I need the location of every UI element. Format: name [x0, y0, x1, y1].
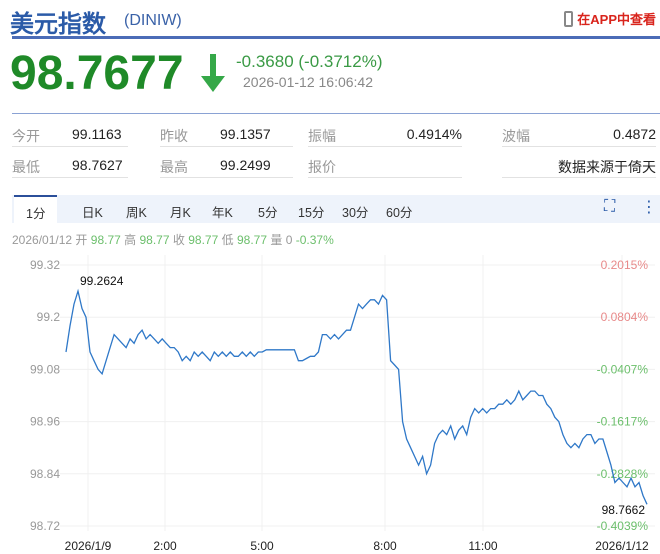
arrow-down-icon — [201, 54, 225, 92]
tab-5分[interactable]: 5分 — [258, 206, 278, 220]
stat-underline — [160, 177, 293, 178]
x-tick-label: 8:00 — [373, 539, 397, 553]
info-pct: -0.37% — [295, 233, 334, 247]
stat-label: 报价 — [308, 159, 336, 175]
stat-value: 99.1357 — [220, 126, 271, 142]
last-annotation: 98.7662 — [602, 503, 646, 517]
x-tick-label: 11:00 — [468, 539, 497, 553]
info-vol: 0 — [285, 233, 293, 247]
stat-value: 99.2499 — [220, 157, 271, 173]
stat-value: 数据来源于倚天 — [558, 159, 656, 175]
stat-label: 振幅 — [308, 128, 336, 144]
tab-1分[interactable]: 1分 — [14, 195, 58, 223]
stat-underline — [12, 146, 128, 147]
open-in-app-label: 在APP中查看 — [577, 12, 656, 27]
stat-underline — [502, 146, 656, 147]
tab-15分[interactable]: 15分 — [298, 206, 325, 220]
info-low-label: 低 — [221, 233, 234, 247]
x-tick-label: 5:00 — [250, 539, 274, 553]
stat-underline — [160, 146, 293, 147]
price-chart[interactable]: 2026/1/9 2:00 5:00 8:00 11:00 2026/1/12 99.32 0… — [0, 250, 660, 554]
info-close-label: 收 — [172, 233, 185, 247]
y-tick-label-right: -0.1617% — [597, 415, 649, 429]
tab-60分[interactable]: 60分 — [386, 206, 413, 220]
x-tick-label: 2026/1/9 — [65, 539, 112, 553]
tab-月K[interactable]: 月K — [170, 206, 191, 220]
y-tick-label: 99.32 — [30, 258, 60, 272]
x-tick-label: 2026/1/12 — [595, 539, 649, 553]
stat-label: 最高 — [160, 159, 188, 175]
stats-row: 最低 98.7627 最高 99.2499 报价 数据来源于倚天 — [0, 149, 660, 179]
stat-value: 0.4872 — [613, 126, 656, 142]
high-annotation: 99.2624 — [80, 274, 124, 288]
fullscreen-icon[interactable]: ⛶ — [604, 198, 616, 215]
stat-value: 99.1163 — [72, 126, 122, 142]
info-open: 98.77 — [90, 233, 121, 247]
header-divider — [12, 36, 660, 39]
phone-icon — [564, 10, 574, 27]
quote-timestamp: 2026-01-12 16:06:42 — [243, 74, 373, 90]
tab-年K[interactable]: 年K — [212, 206, 233, 220]
stat-underline — [308, 177, 462, 178]
stat-value: 0.4914% — [406, 126, 462, 142]
tab-30分[interactable]: 30分 — [342, 206, 369, 220]
stat-underline — [502, 177, 656, 178]
page-title: 美元指数 — [10, 10, 106, 38]
stat-value: 98.7627 — [72, 157, 123, 173]
period-tabs: 1分 日K 周K 月K 年K 5分 15分 30分 60分 ⛶ ⋮ — [12, 195, 660, 223]
price-line — [65, 288, 648, 505]
symbol-code: (DINIW) — [124, 12, 182, 29]
stat-underline — [12, 177, 128, 178]
x-tick-label: 2:00 — [153, 539, 177, 553]
info-low: 98.77 — [236, 233, 267, 247]
current-price: 98.7677 — [10, 47, 184, 100]
y-tick-label-right: -0.4039% — [597, 519, 649, 533]
y-tick-label: 98.72 — [30, 519, 60, 533]
bar-info: 2026/01/12 开 98.77 高 98.77 收 98.77 低 98.… — [12, 231, 334, 248]
y-tick-label-right: -0.2828% — [597, 467, 649, 481]
y-tick-label-right: -0.0407% — [597, 362, 649, 376]
tab-日K[interactable]: 日K — [82, 206, 103, 220]
info-open-label: 开 — [75, 233, 88, 247]
info-high-label: 高 — [124, 233, 137, 247]
stat-label: 昨收 — [160, 128, 188, 144]
stat-label: 今开 — [12, 128, 40, 144]
y-tick-label: 99.2 — [37, 310, 61, 324]
y-tick-label-right: 0.2015% — [601, 258, 649, 272]
y-tick-label: 99.08 — [30, 362, 60, 376]
more-vertical-icon[interactable]: ⋮ — [641, 199, 657, 216]
stat-label: 波幅 — [502, 128, 530, 144]
y-tick-label-right: 0.0804% — [601, 310, 649, 324]
info-close: 98.77 — [188, 233, 219, 247]
info-high: 98.77 — [139, 233, 170, 247]
stats-row: 今开 99.1163 昨收 99.1357 振幅 0.4914% 波幅 0.4872 — [0, 118, 660, 148]
price-change: -0.3680 (-0.3712%) — [236, 52, 383, 71]
y-tick-label: 98.96 — [30, 415, 60, 429]
tab-周K[interactable]: 周K — [126, 206, 147, 220]
stat-label: 最低 — [12, 159, 40, 175]
info-date: 2026/01/12 — [12, 233, 73, 247]
quote-divider — [12, 113, 660, 114]
stat-underline — [308, 146, 462, 147]
info-vol-label: 量 — [270, 233, 283, 247]
y-tick-label: 98.84 — [30, 467, 60, 481]
open-in-app-link[interactable]: 在APP中查看 — [564, 9, 656, 28]
